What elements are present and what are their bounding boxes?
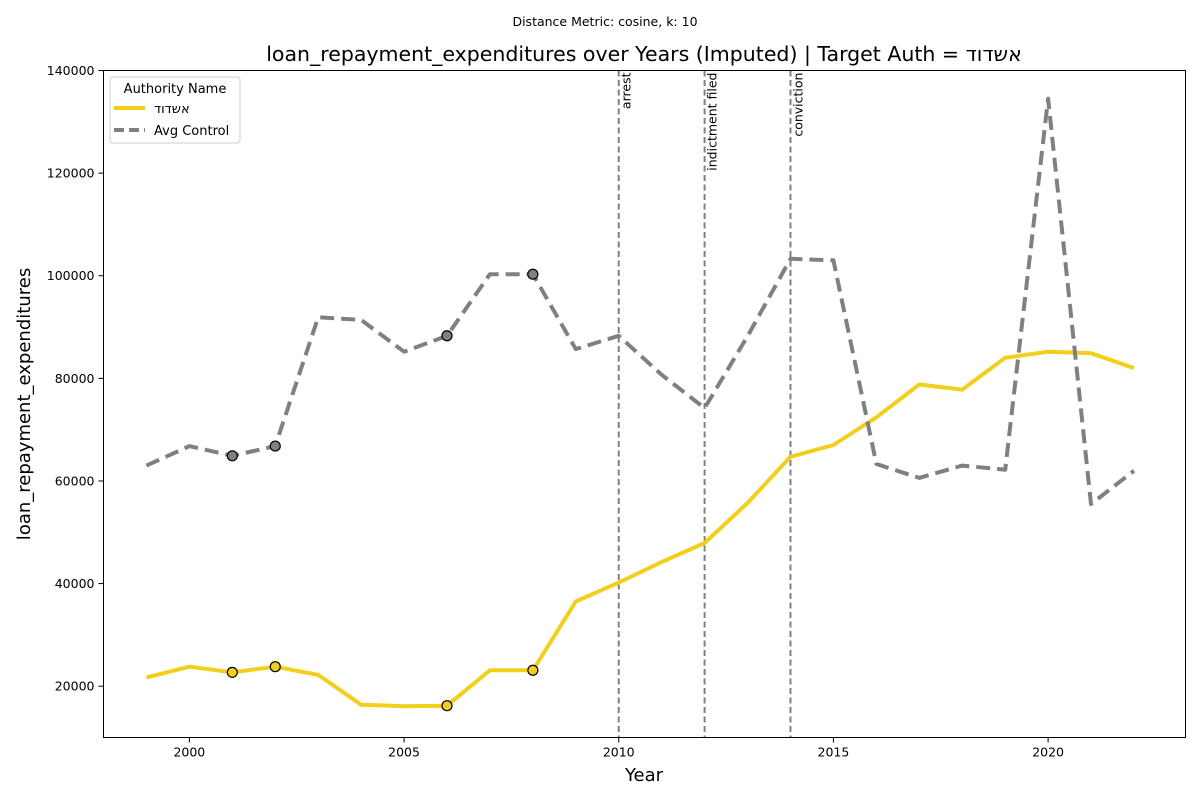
series-line xyxy=(145,349,1135,709)
event-markers: arrest indictment filed conviction xyxy=(617,70,805,738)
x-tick-label: 2010 xyxy=(603,745,635,760)
chart-suptitle: Distance Metric: cosine, k: 10 xyxy=(512,14,697,29)
legend-box xyxy=(109,76,241,144)
series-line xyxy=(145,96,1136,507)
y-tick-label: 140000 xyxy=(47,63,95,78)
imputed-point xyxy=(269,440,281,452)
legend-label-control: Avg Control xyxy=(154,124,229,139)
event-label: indictment filed xyxy=(705,73,720,171)
x-axis-label: Year xyxy=(624,765,664,786)
x-tick-label: 2000 xyxy=(173,745,205,760)
x-tick-label: 2015 xyxy=(818,745,850,760)
plot-frame xyxy=(103,70,1186,738)
y-tick-label: 80000 xyxy=(55,371,95,386)
x-axis: 2000 2005 2010 2015 2020 xyxy=(173,737,1064,760)
imputed-point xyxy=(441,700,453,712)
legend-title: Authority Name xyxy=(124,82,227,97)
y-tick-label: 20000 xyxy=(55,679,95,694)
y-axis: 20000 40000 60000 80000 100000 120000 140000 xyxy=(47,63,104,694)
imputed-point xyxy=(226,450,238,462)
y-tick-label: 60000 xyxy=(55,473,95,488)
y-tick-label: 120000 xyxy=(47,166,95,181)
y-axis-label: loan_repayment_expenditures xyxy=(14,268,35,540)
event-label: arrest xyxy=(619,72,634,109)
legend: Authority Name אשדוד Avg Control xyxy=(109,76,241,144)
x-tick-label: 2020 xyxy=(1032,745,1064,760)
imputed-point xyxy=(226,666,238,678)
imputed-point xyxy=(527,664,539,676)
legend-label-target: אשדוד xyxy=(154,102,190,117)
plot-area: arrest indictment filed conviction xyxy=(103,70,1186,738)
y-tick-label: 40000 xyxy=(55,576,95,591)
series-lines xyxy=(145,96,1136,709)
imputed-point xyxy=(441,330,453,342)
event-label: conviction xyxy=(790,73,805,137)
imputed-points xyxy=(226,268,539,712)
imputed-point xyxy=(527,268,539,280)
imputed-point xyxy=(269,661,281,673)
x-tick-label: 2005 xyxy=(388,745,420,760)
chart-title: loan_repayment_expenditures over Years (… xyxy=(266,42,1022,67)
y-tick-label: 100000 xyxy=(47,268,95,283)
